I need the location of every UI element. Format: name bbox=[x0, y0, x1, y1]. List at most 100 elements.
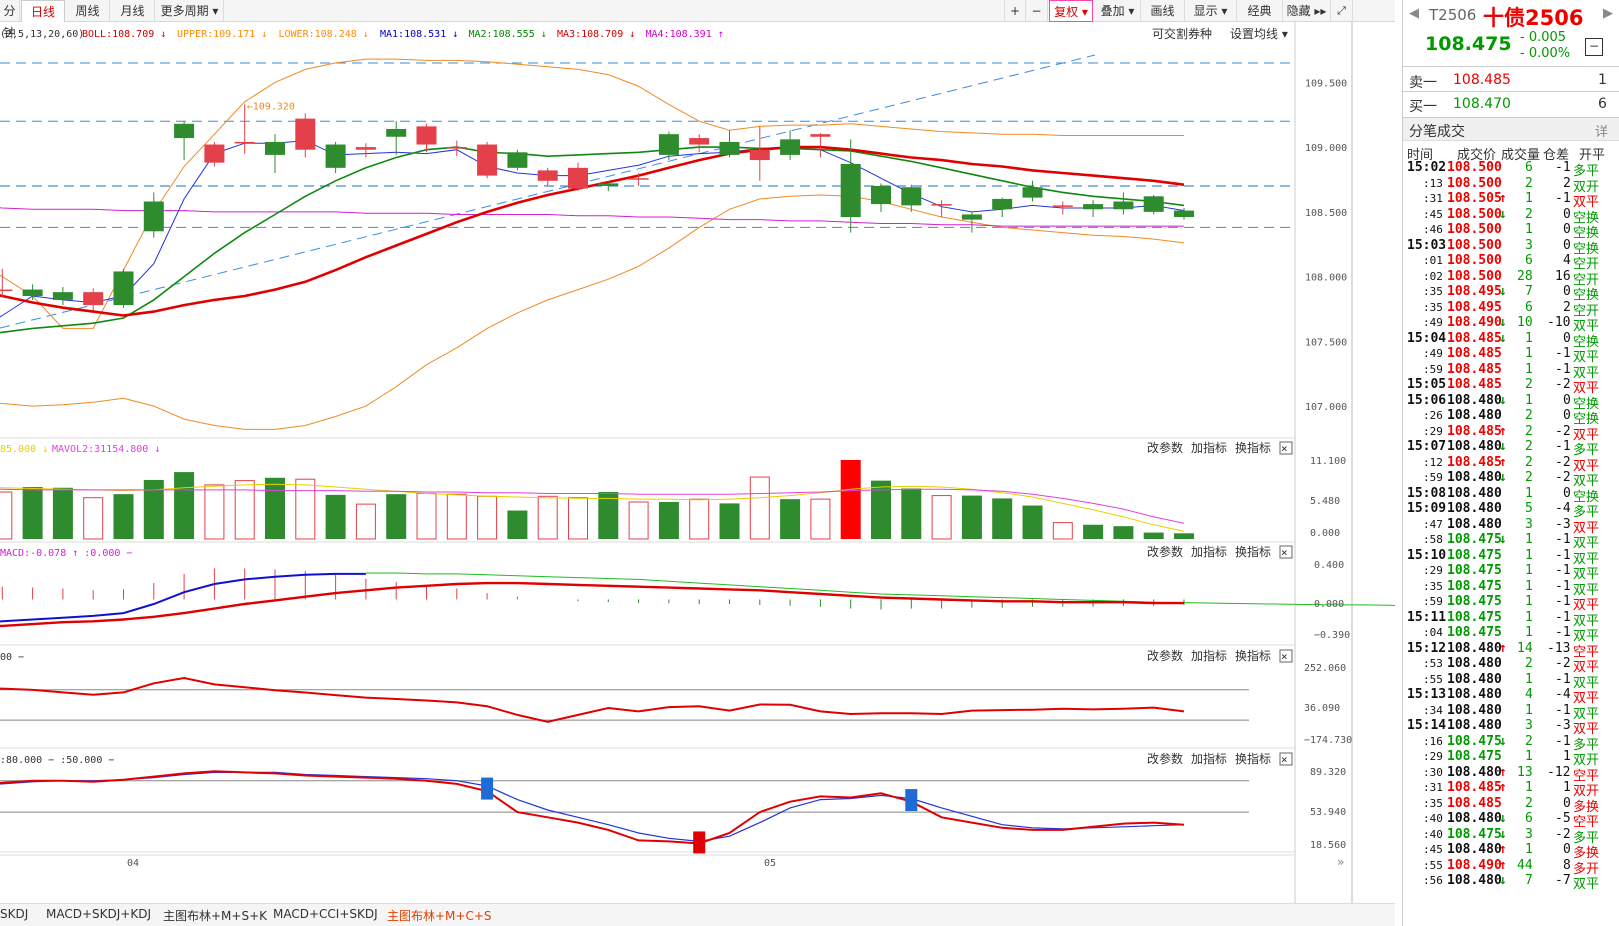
macd-label: MACD:-0.078 ↑ :0.000 − bbox=[0, 548, 132, 559]
skdj-d-line bbox=[0, 771, 1185, 843]
template-tab-boll-m-s-k[interactable]: 主图布林+M+S+K bbox=[163, 909, 268, 923]
tradeable-button[interactable]: 可交割券种 bbox=[1152, 26, 1212, 41]
indicator-value-2: LOWER:108.248 ↓ bbox=[279, 29, 369, 40]
trade-direction-icon: ↓ bbox=[1499, 284, 1507, 299]
draw-line-button[interactable]: 画线 bbox=[1141, 0, 1185, 22]
hide-button[interactable]: 隐藏 ▸▸ bbox=[1283, 0, 1331, 22]
trade-type: 双平 bbox=[1573, 319, 1600, 334]
switch-indicator-button[interactable]: 换指标 bbox=[1235, 751, 1271, 766]
template-tab-boll-m-c-s[interactable]: 主图布林+M+C+S bbox=[387, 909, 492, 923]
trade-row: 15:05 108.485 2 -2 双平 bbox=[1403, 377, 1619, 396]
trade-row: :59 108.475 1 -1 双平 bbox=[1403, 594, 1619, 613]
trade-volume: 6 bbox=[1525, 299, 1533, 315]
template-tab-macd-cci-skdj[interactable]: MACD+CCI+SKDJ bbox=[273, 907, 378, 921]
trade-row: :29 108.475 1 1 双开 bbox=[1403, 749, 1619, 768]
template-tab-macd-skdj-kdj[interactable]: MACD+SKDJ+KDJ bbox=[46, 907, 151, 921]
volume-bar bbox=[931, 495, 952, 540]
change-params-button[interactable]: 改参数 bbox=[1147, 440, 1183, 455]
trade-oi-change: -3 bbox=[1555, 516, 1571, 532]
date-label: 04 bbox=[127, 858, 139, 869]
trades-detail-button[interactable]: 详 bbox=[1595, 125, 1609, 140]
trade-oi-change: -1 bbox=[1555, 594, 1571, 609]
scroll-right-icon[interactable]: » bbox=[1337, 855, 1344, 869]
switch-indicator-button[interactable]: 换指标 bbox=[1235, 648, 1271, 663]
add-indicator-button[interactable]: 加指标 bbox=[1191, 751, 1227, 766]
trades-title: 分笔成交 bbox=[1409, 124, 1465, 140]
add-indicator-button[interactable]: 加指标 bbox=[1191, 440, 1227, 455]
tab-more-periods[interactable]: 更多周期 ▾ bbox=[156, 0, 224, 22]
add-indicator-button[interactable]: 加指标 bbox=[1191, 544, 1227, 559]
trade-volume: 6 bbox=[1525, 253, 1533, 268]
trade-type: 空换 bbox=[1573, 412, 1600, 427]
candle-body bbox=[780, 139, 801, 155]
trade-volume: 4 bbox=[1525, 687, 1533, 702]
trade-oi-change: -1 bbox=[1555, 702, 1571, 718]
trade-type: 双平 bbox=[1573, 381, 1600, 396]
add-indicator-button[interactable]: 加指标 bbox=[1191, 648, 1227, 663]
collapse-icon[interactable]: − bbox=[1585, 38, 1603, 56]
trade-time: :35 bbox=[1423, 579, 1443, 593]
tab-daily[interactable]: 日线 bbox=[21, 0, 65, 22]
display-dropdown[interactable]: 显示 ▾ bbox=[1185, 0, 1237, 22]
trade-type: 双开 bbox=[1573, 179, 1600, 195]
change-params-button[interactable]: 改参数 bbox=[1147, 648, 1183, 663]
volume-bar bbox=[295, 478, 316, 540]
volume-bar bbox=[568, 497, 588, 540]
candle-body bbox=[658, 134, 679, 155]
skdj-cross-marker bbox=[905, 789, 918, 812]
tab-weekly[interactable]: 周线 bbox=[66, 0, 110, 22]
trade-direction-icon: ↓ bbox=[1499, 873, 1507, 888]
trade-type: 空换 bbox=[1573, 241, 1600, 257]
close-pane-icon[interactable] bbox=[1279, 752, 1293, 766]
classic-button[interactable]: 经典 bbox=[1237, 0, 1283, 22]
trade-oi-change: 0 bbox=[1563, 237, 1571, 253]
candle-body bbox=[0, 289, 13, 292]
switch-indicator-button[interactable]: 换指标 bbox=[1235, 544, 1271, 559]
trade-price: 108.495 bbox=[1447, 299, 1502, 315]
overlay-dropdown[interactable]: 叠加 ▾ bbox=[1095, 0, 1141, 22]
expand-icon[interactable]: ⤢ bbox=[1331, 0, 1353, 22]
trade-price: 108.475 bbox=[1447, 563, 1502, 578]
template-tab-skdj[interactable]: SKDJ bbox=[0, 907, 29, 921]
trade-price: 108.480 bbox=[1447, 687, 1502, 702]
trade-volume: 1 bbox=[1525, 222, 1533, 237]
zoom-in-button[interactable]: + bbox=[1004, 0, 1026, 22]
change-params-button[interactable]: 改参数 bbox=[1147, 544, 1183, 559]
close-pane-icon[interactable] bbox=[1279, 649, 1293, 663]
trade-type: 双平 bbox=[1573, 598, 1600, 613]
trade-volume: 1 bbox=[1525, 702, 1533, 718]
set-ma-dropdown[interactable]: 设置均线 ▾ bbox=[1230, 27, 1288, 41]
prev-contract-icon[interactable]: ◀ bbox=[1409, 6, 1419, 21]
trade-volume: 1 bbox=[1525, 842, 1533, 857]
tab-minute[interactable]: 分钟 bbox=[0, 0, 20, 40]
close-pane-icon[interactable] bbox=[1279, 441, 1293, 455]
trade-volume: 3 bbox=[1525, 237, 1533, 253]
indicator-value-5: MA3:108.709 ↓ bbox=[557, 29, 635, 40]
trade-oi-change: 0 bbox=[1563, 284, 1571, 299]
trade-row: :59 108.480 ↓ 2 -2 双平 bbox=[1403, 470, 1619, 489]
switch-indicator-button[interactable]: 换指标 bbox=[1235, 440, 1271, 455]
kline-chart[interactable]: (2,5,13,20,60)BOLL:108.709 ↓ UPPER:109.17… bbox=[0, 0, 1395, 903]
trade-price: 108.500 bbox=[1447, 222, 1502, 237]
trade-volume: 1 bbox=[1525, 749, 1533, 764]
trade-oi-change: 4 bbox=[1563, 253, 1571, 268]
trade-time: :45 bbox=[1423, 207, 1443, 221]
trade-oi-change: 0 bbox=[1563, 392, 1571, 408]
next-contract-icon[interactable]: ▶ bbox=[1603, 6, 1613, 21]
tab-monthly[interactable]: 月线 bbox=[111, 0, 155, 22]
trade-row: :49 108.490 ↓ 10 -10 双平 bbox=[1403, 315, 1619, 334]
adjust-rights-dropdown[interactable]: 复权 ▾ bbox=[1049, 0, 1093, 22]
trade-price: 108.485 bbox=[1447, 346, 1502, 361]
candle-body bbox=[568, 167, 588, 189]
change-params-button[interactable]: 改参数 bbox=[1147, 751, 1183, 766]
price-change: - 0.005 bbox=[1520, 30, 1567, 45]
trade-oi-change: -2 bbox=[1555, 377, 1571, 392]
close-pane-icon[interactable] bbox=[1279, 545, 1293, 559]
template-tabs: SKDJ MACD+SKDJ+KDJ 主图布林+M+S+K MACD+CCI+S… bbox=[0, 903, 1395, 926]
trade-oi-change: -1 bbox=[1555, 625, 1571, 640]
trade-price: 108.475 bbox=[1447, 609, 1502, 625]
trade-volume: 10 bbox=[1517, 315, 1533, 330]
candle-body bbox=[143, 201, 164, 232]
trade-price: 108.500 bbox=[1447, 237, 1502, 253]
zoom-out-button[interactable]: − bbox=[1026, 0, 1048, 22]
